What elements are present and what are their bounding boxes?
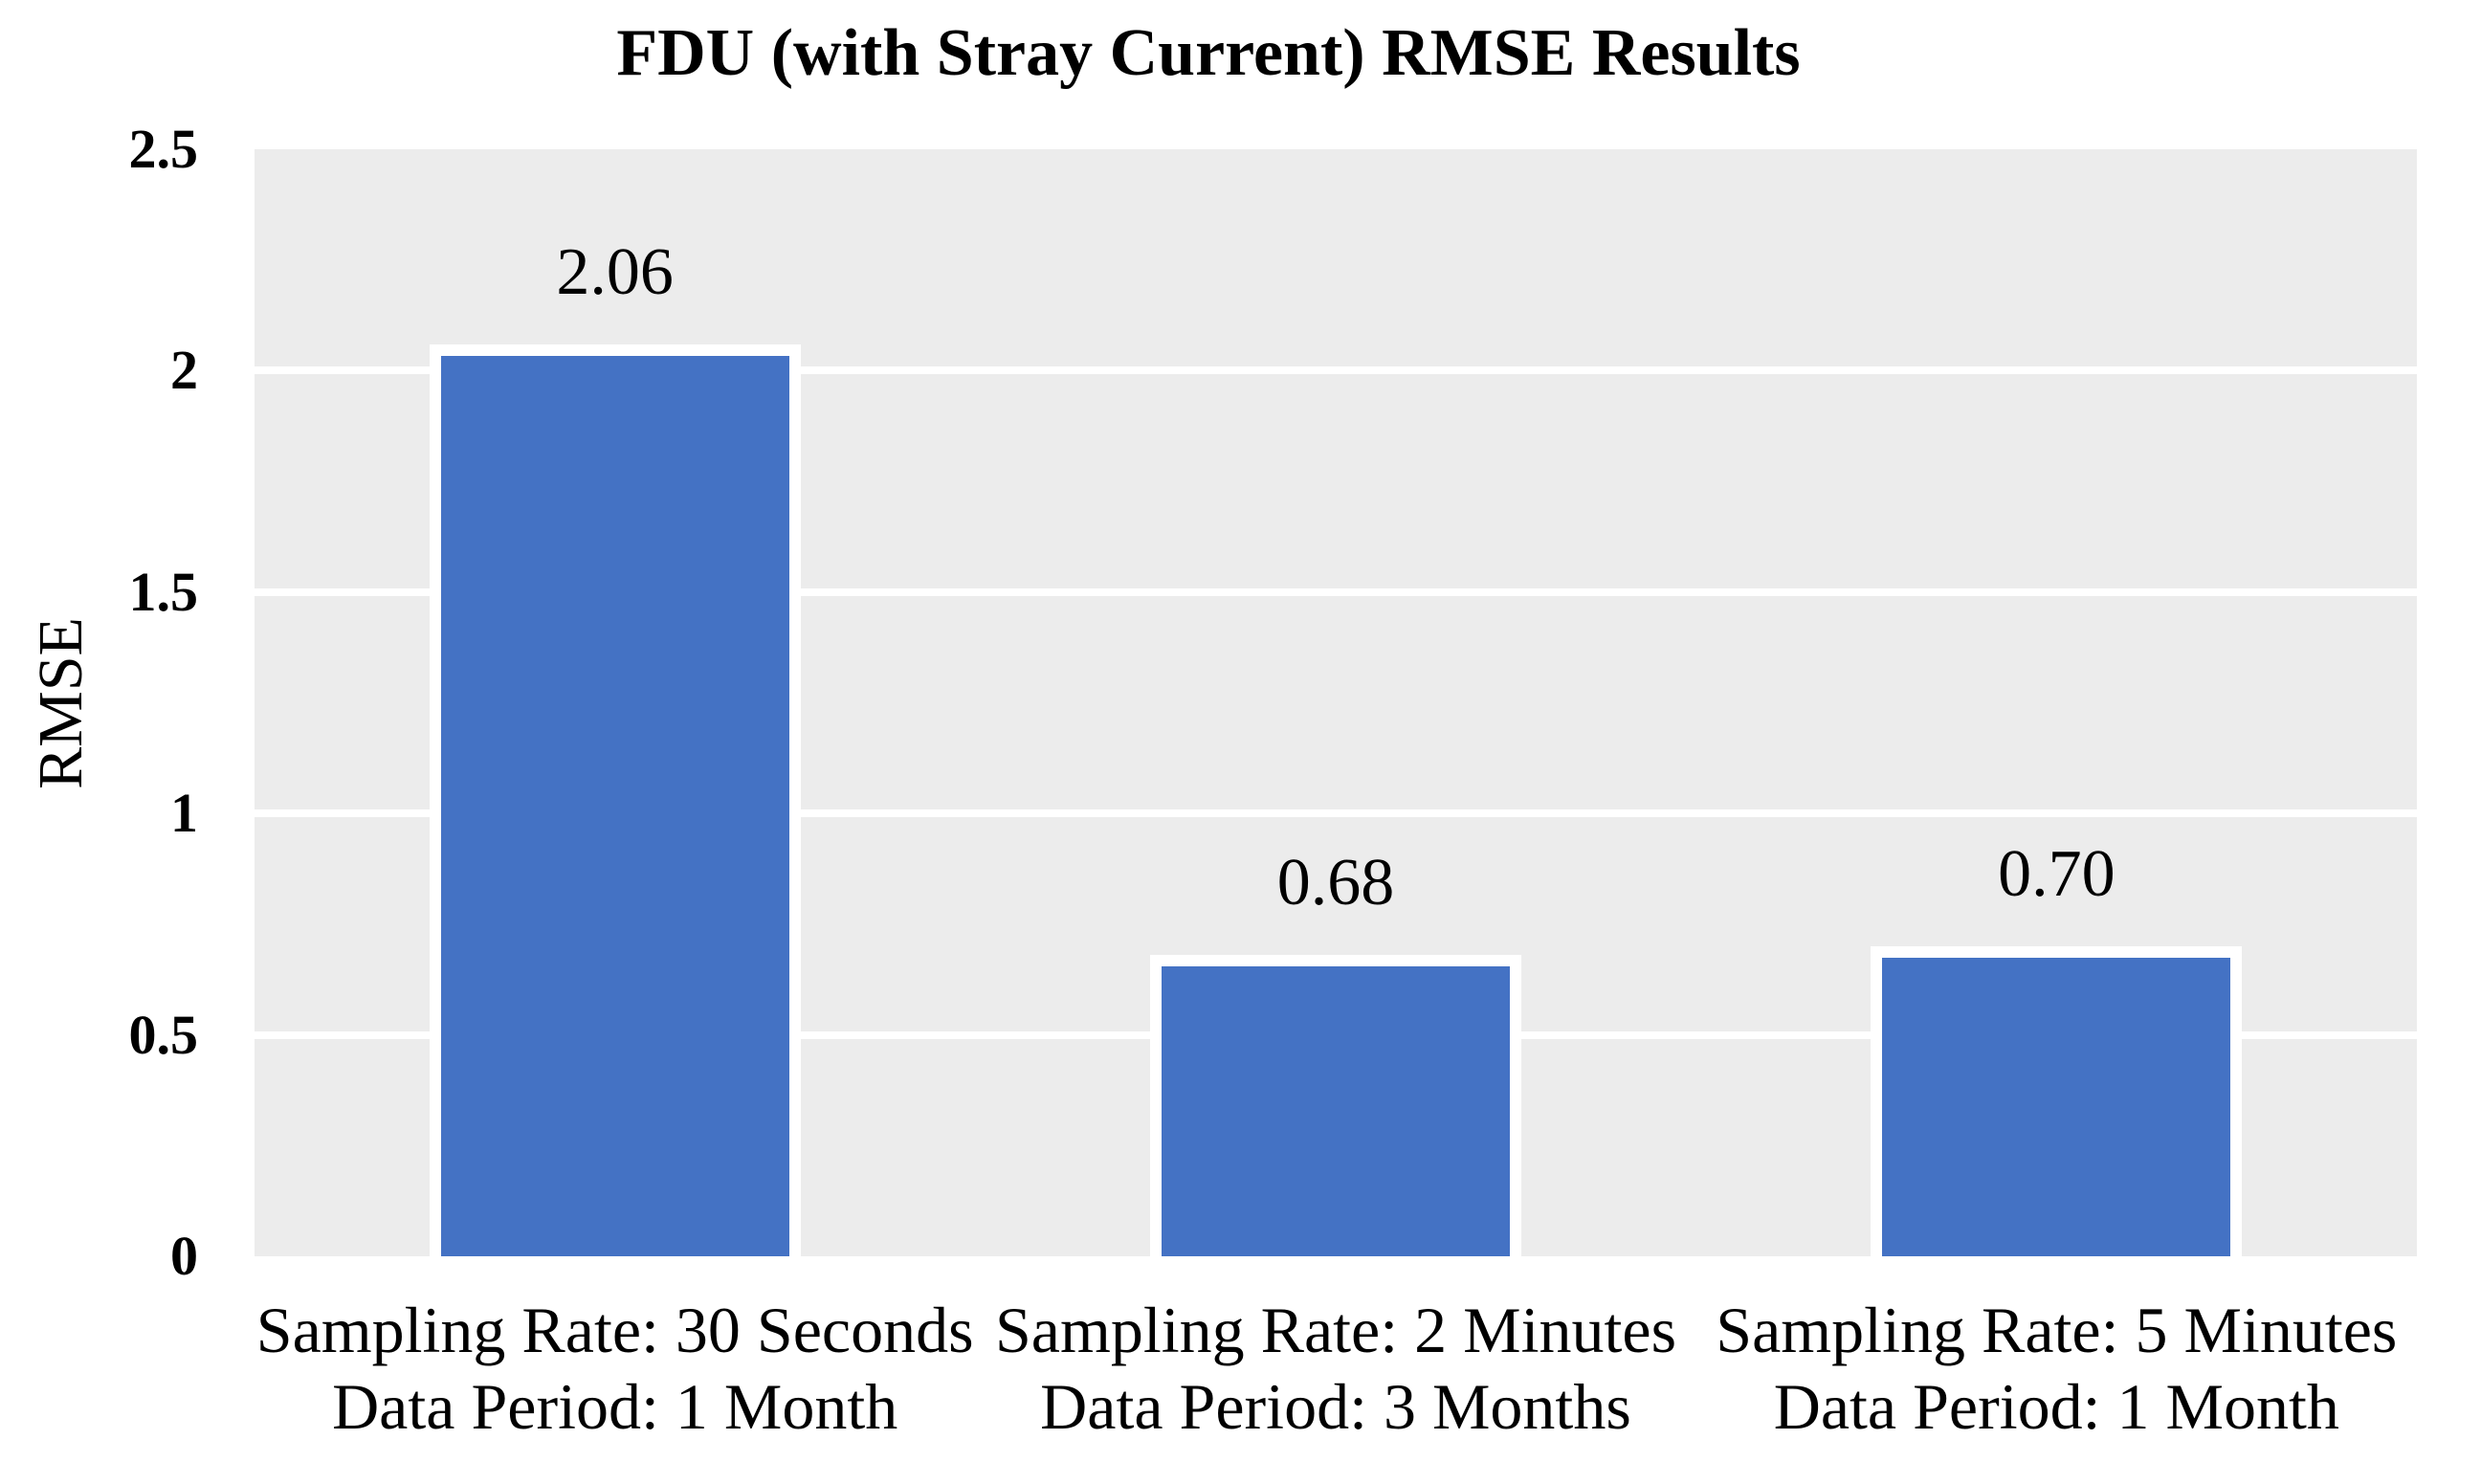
bar-value-label: 0.68: [1276, 846, 1395, 920]
x-category-1-line-1: Sampling Rate: 30 Seconds: [255, 1294, 974, 1366]
x-category-2-line-1: Sampling Rate: 2 Minutes: [994, 1294, 1677, 1366]
gridline-2: [255, 366, 2417, 374]
x-category-3-line-1: Sampling Rate: 5 Minutes: [1716, 1294, 2398, 1366]
y-axis-ticks: 2.5 2 1.5 1 0.5 0: [0, 0, 199, 1484]
y-tick-2: 2: [170, 339, 198, 401]
bar-sampling-5min: 0.70: [1871, 841, 2243, 1256]
bar-sampling-2min: 0.68: [1149, 850, 1521, 1256]
plot-area: 2.06 0.68 0.70: [255, 149, 2417, 1256]
bar-sampling-30s: 2.06: [429, 238, 801, 1256]
x-axis-category-labels: Sampling Rate: 30 Seconds Data Period: 1…: [255, 1292, 2417, 1445]
y-tick-2-5: 2.5: [128, 118, 199, 180]
bar-slot-3: 0.70: [1696, 149, 2417, 1256]
y-tick-0: 0: [170, 1225, 198, 1287]
bar-slot-1: 2.06: [255, 149, 975, 1256]
gridline-1: [255, 809, 2417, 817]
chart-title: FDU (with Stray Current) RMSE Results: [616, 16, 1801, 90]
y-tick-1-5: 1.5: [128, 561, 199, 623]
y-tick-0-5: 0.5: [128, 1004, 199, 1066]
x-category-2-line-2: Data Period: 3 Months: [1040, 1370, 1631, 1443]
bar-slot-2: 0.68: [975, 149, 1695, 1256]
y-tick-1: 1: [170, 782, 198, 844]
x-category-1: Sampling Rate: 30 Seconds Data Period: 1…: [255, 1292, 975, 1445]
x-category-3-line-2: Data Period: 1 Month: [1773, 1370, 2339, 1443]
x-category-2: Sampling Rate: 2 Minutes Data Period: 3 …: [975, 1292, 1695, 1445]
x-category-1-line-2: Data Period: 1 Month: [332, 1370, 898, 1443]
bar-value-label: 0.70: [1998, 837, 2115, 912]
gridline-1-5: [255, 588, 2417, 596]
x-category-3: Sampling Rate: 5 Minutes Data Period: 1 …: [1696, 1292, 2417, 1445]
bar-value-label: 2.06: [556, 234, 674, 309]
